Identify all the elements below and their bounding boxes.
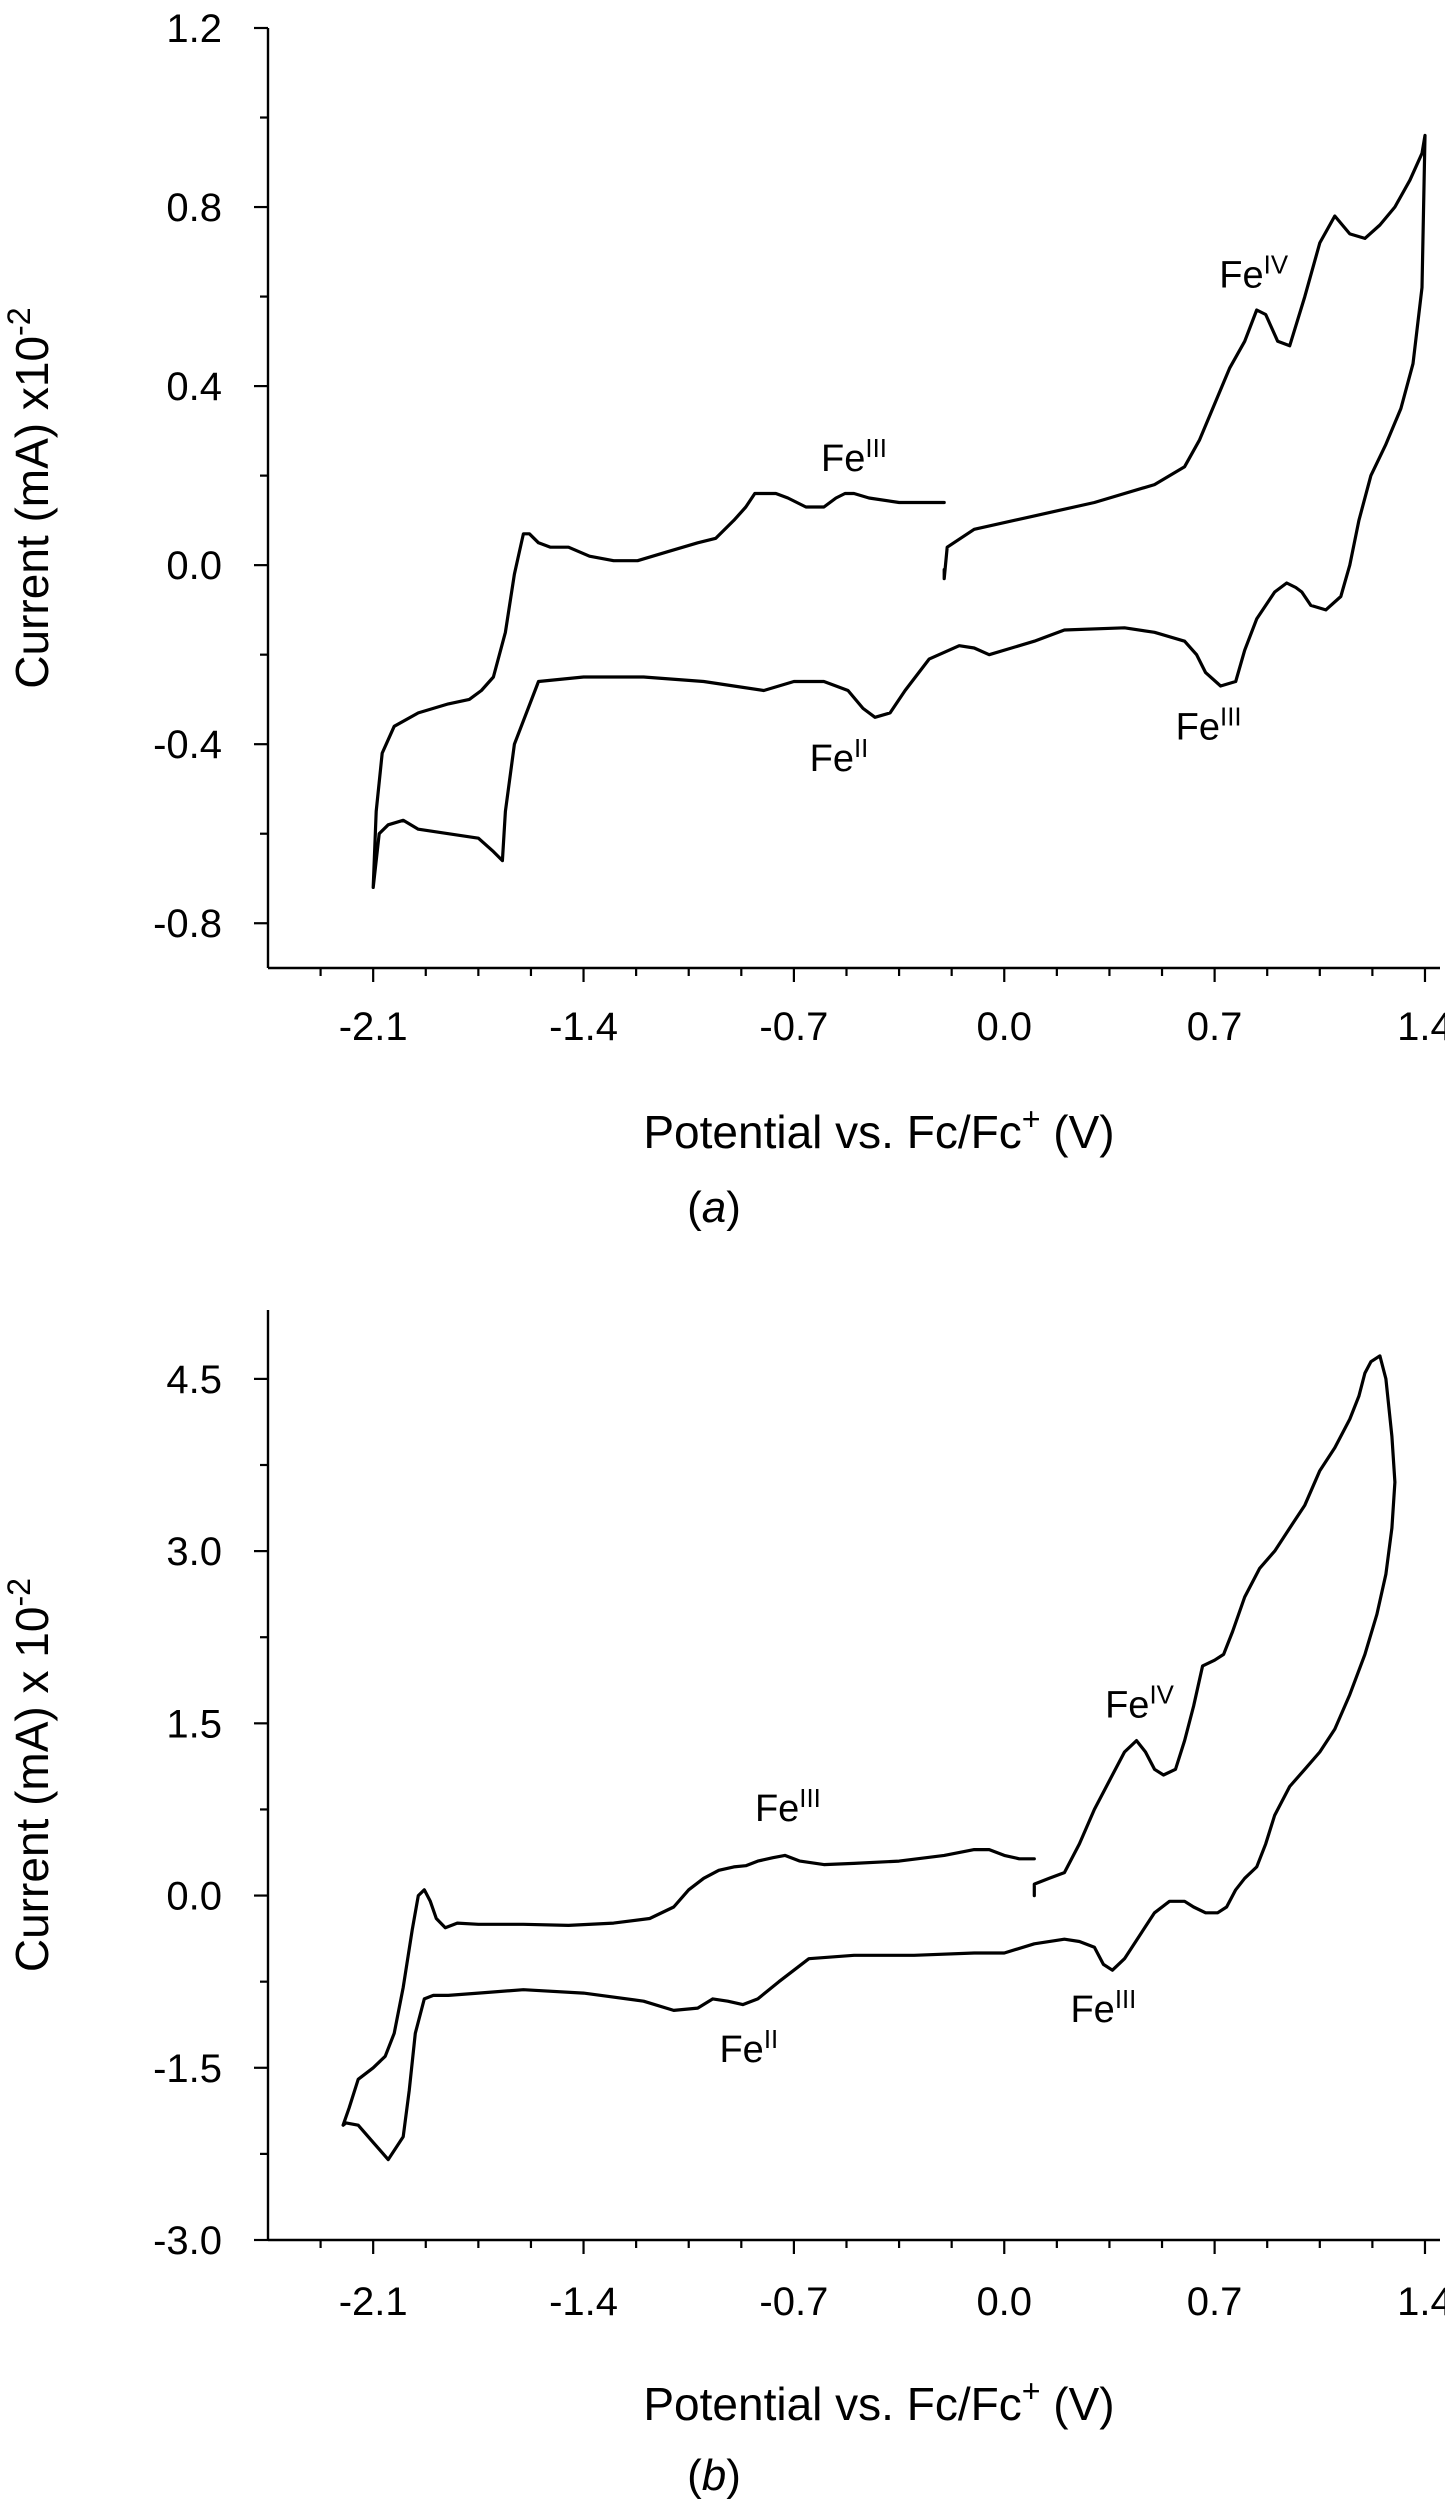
y-tick-label: 0.0 [166,544,222,588]
cv-curve [371,133,1427,889]
peak-annotation: FeIII [755,1785,821,1830]
peak-annotation: FeIII [1070,1986,1136,2031]
y-tick-label: 0.8 [166,186,222,230]
cv-curve [341,1354,1397,2162]
x-tick-label: 1.4 [1397,2280,1445,2324]
x-tick-label: 0.7 [1187,1005,1243,1049]
y-tick-label: -1.5 [153,2047,222,2091]
y-tick-label: 0.0 [166,1875,222,1919]
peak-annotation: FeIII [1176,704,1242,749]
y-tick-label: -0.8 [153,902,222,946]
x-tick-label: 1.4 [1397,1005,1445,1049]
x-axis-label: Potential vs. Fc/Fc+ (V) [643,1101,1114,1158]
panel-label: (b) [687,2451,741,2500]
y-tick-label: -0.4 [153,723,222,767]
chart-panel-a: 1.2 0.8 0.4 0.0 -0.4 -0.8 -2.1 -1.4 -0.7 0.0 0.7 1.… [1,7,1445,1232]
y-tick-label: 0.4 [166,365,222,409]
x-tick-label: 0.0 [976,1005,1032,1049]
y-axis-label: Current (mA) x 10-2 [1,1578,58,1972]
peak-annotation: FeII [810,735,869,780]
x-axis-label: Potential vs. Fc/Fc+ (V) [643,2373,1114,2430]
y-tick-label: -3.0 [153,2219,222,2263]
y-tick-label: 3.0 [166,1530,222,1574]
y-tick-label: 4.5 [166,1358,222,1402]
peak-annotation: FeIV [1219,252,1289,297]
y-axis-label: Current (mA) x10-2 [1,307,58,688]
peak-annotation: FeIII [821,435,887,480]
chart-panel-b: 4.5 3.0 1.5 0.0 -1.5 -3.0 -2.1 -1.4 -0.7 0.0 0.7 1.… [1,1310,1445,2500]
y-tick-label: 1.5 [166,1702,222,1746]
x-tick-label: -1.4 [549,1005,618,1049]
x-tick-label: -0.7 [759,2280,828,2324]
x-tick-label: 0.7 [1187,2280,1243,2324]
y-tick-label: 1.2 [166,7,222,51]
x-tick-label: 0.0 [976,2280,1032,2324]
x-tick-label: -2.1 [339,1005,408,1049]
x-tick-label: -2.1 [339,2280,408,2324]
x-tick-label: -0.7 [759,1005,828,1049]
x-tick-label: -1.4 [549,2280,618,2324]
panel-label: (a) [687,1183,741,1232]
peak-annotation: FeIV [1105,1682,1175,1727]
peak-annotation: FeII [719,2026,778,2071]
